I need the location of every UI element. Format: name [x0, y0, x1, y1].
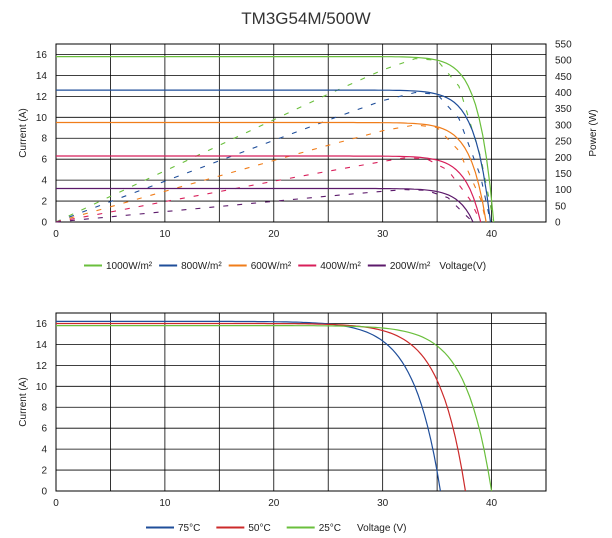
top-y2-tick-label: 250 — [555, 137, 572, 148]
top-legend-label-0: 1000W/m² — [106, 261, 153, 272]
bottom-iv-curve-2 — [56, 325, 493, 492]
top-x-tick-label: 20 — [268, 229, 280, 240]
top-y2-tick-label: 150 — [555, 169, 572, 180]
bottom-grid — [56, 313, 546, 491]
top-y-tick-label: 0 — [41, 218, 47, 229]
bottom-y-tick-label: 10 — [36, 382, 48, 393]
bottom-x-tick-label: 30 — [377, 498, 389, 509]
top-legend-label-4: 200W/m² — [390, 261, 431, 272]
top-y-tick-label: 10 — [36, 113, 48, 124]
bottom-iv-curve-0 — [56, 320, 441, 492]
top-y2-tick-label: 300 — [555, 120, 572, 131]
top-y-tick-label: 6 — [41, 155, 47, 166]
top-legend-label-1: 800W/m² — [181, 261, 222, 272]
bottom-x-tick-label: 20 — [268, 498, 280, 509]
top-power-curve-2 — [55, 124, 487, 223]
top-iv-curve-2 — [56, 121, 487, 223]
top-iv-curve-3 — [56, 155, 482, 223]
iv-temperature-chart: 0 10 20 30 40 0 2 4 6 8 10 12 14 16 Current (A) 75°C 50°… — [18, 312, 547, 534]
bottom-x-tick-label: 40 — [486, 498, 498, 509]
top-x-tick-label: 0 — [53, 229, 59, 240]
top-y2-axis-label: Power (W) — [588, 109, 599, 156]
top-legend-label-3: 400W/m² — [320, 261, 361, 272]
top-y-tick-label: 4 — [41, 176, 47, 187]
bottom-y-tick-label: 8 — [41, 403, 47, 414]
top-iv-curve-1 — [56, 89, 492, 223]
top-plot-frame — [55, 43, 547, 223]
top-y2-tick-label: 400 — [555, 88, 572, 99]
top-iv-curve-4 — [56, 187, 474, 223]
top-x-tick-label: 40 — [486, 229, 498, 240]
top-y-axis-label: Current (A) — [18, 108, 29, 157]
top-y2-tick-label: 500 — [555, 56, 572, 67]
top-y2-tick-label: 100 — [555, 185, 572, 196]
bottom-y-tick-label: 4 — [41, 445, 47, 456]
top-y-tick-label: 16 — [36, 50, 48, 61]
bottom-legend-label-1: 50°C — [248, 523, 270, 534]
top-iv-curve-0 — [56, 56, 495, 223]
top-y2-tick-label: 550 — [555, 40, 572, 51]
top-y-tick-label: 2 — [41, 197, 47, 208]
top-y2-tick-label: 200 — [555, 153, 572, 164]
bottom-x-axis-label: Voltage (V) — [357, 523, 406, 534]
top-x-tick-label: 30 — [377, 229, 389, 240]
bottom-y-tick-label: 14 — [36, 340, 48, 351]
bottom-legend-label-2: 25°C — [319, 523, 341, 534]
bottom-legend-label-0: 75°C — [178, 523, 200, 534]
bottom-iv-curve-1 — [56, 322, 466, 492]
chart-title: TM3G54M/500W — [241, 9, 370, 28]
bottom-y-axis-label: Current (A) — [18, 377, 29, 426]
bottom-y-tick-label: 12 — [36, 361, 48, 372]
bottom-y-tick-label: 2 — [41, 466, 47, 477]
bottom-x-tick-label: 0 — [53, 498, 59, 509]
bottom-y-tick-label: 6 — [41, 424, 47, 435]
top-y-tick-label: 8 — [41, 134, 47, 145]
bottom-y-tick-label: 16 — [36, 319, 48, 330]
top-power-curve-1 — [55, 91, 492, 223]
bottom-y-tick-label: 0 — [41, 487, 47, 498]
top-y2-tick-label: 450 — [555, 72, 572, 83]
top-y2-tick-label: 350 — [555, 104, 572, 115]
top-x-tick-label: 10 — [159, 229, 171, 240]
top-power-curve-4 — [55, 189, 474, 223]
top-power-curve-0 — [55, 58, 495, 223]
top-x-axis-label: Voltage(V) — [439, 261, 486, 272]
top-legend-label-2: 600W/m² — [251, 261, 292, 272]
top-y-tick-label: 14 — [36, 71, 48, 82]
bottom-plot-frame — [55, 312, 547, 492]
top-y2-tick-label: 0 — [555, 218, 561, 229]
top-power-curve-3 — [55, 157, 482, 223]
bottom-x-tick-label: 10 — [159, 498, 171, 509]
top-y-tick-label: 12 — [36, 92, 48, 103]
top-y2-tick-label: 50 — [555, 201, 567, 212]
